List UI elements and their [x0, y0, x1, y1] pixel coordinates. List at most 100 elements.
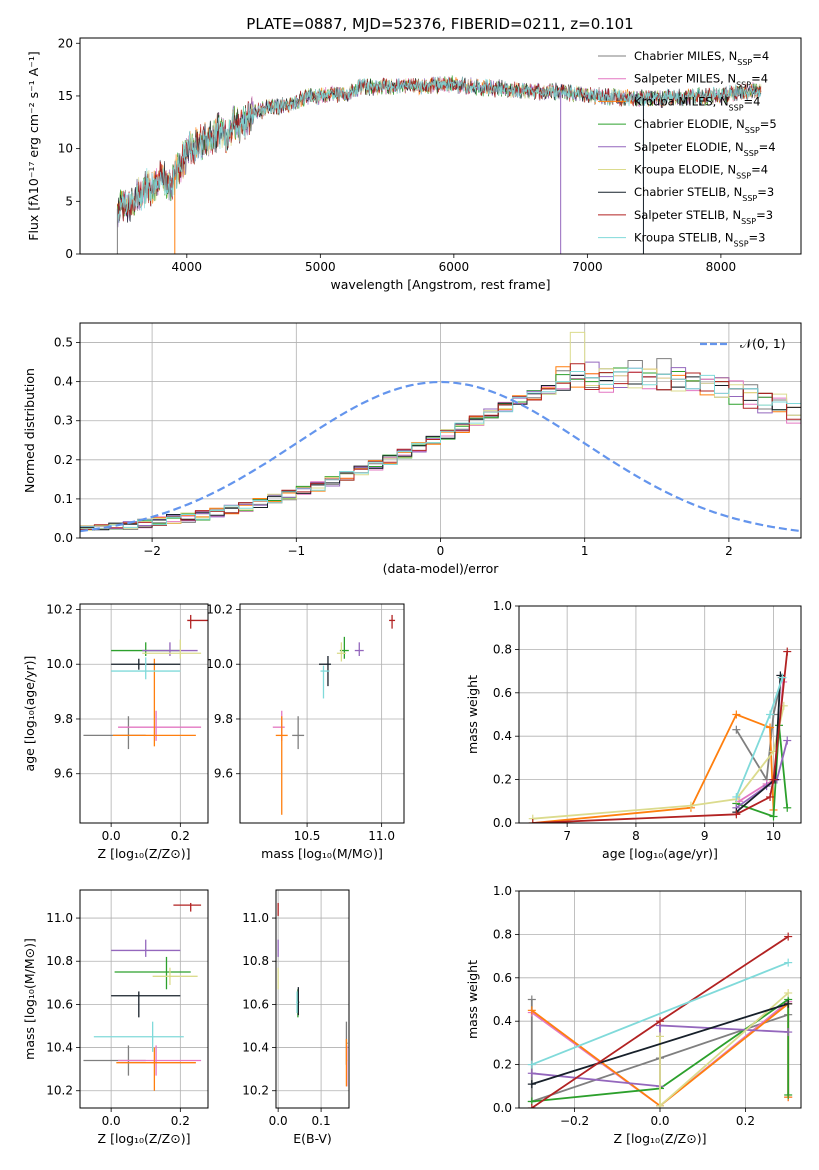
x-tick-label: 0: [437, 544, 445, 558]
y-axis-label: Normed distribution: [22, 368, 37, 493]
x-tick-label: 1: [581, 544, 589, 558]
y-tick-label: 0.0: [54, 531, 73, 545]
x-axis-label: Z [log₁₀(Z/Z⊙)]: [98, 1131, 191, 1146]
y-axis-label: mass [log₁₀(M/M⊙)]: [22, 938, 37, 1060]
legend-label: Salpeter MILES, NSSP=4: [634, 72, 768, 90]
y-tick-label: 5: [65, 194, 73, 208]
panel-weights-vs-z: −0.2 0.0 0.2 0.0 0.2 0.4 0.6 0.8 1.0 Z [log₁₀(Z/Z…: [465, 884, 802, 1146]
legend-label: Chabrier MILES, NSSP=4: [634, 49, 769, 67]
spectrum-line: [117, 76, 762, 223]
plot-area: [80, 331, 801, 533]
x-tick-label: 0.2: [171, 829, 190, 843]
histogram-series: [80, 367, 801, 529]
y-tick-label: 0.0: [493, 1101, 512, 1115]
x-tick-label: 0.2: [171, 1114, 190, 1128]
legend-label: Kroupa STELIB, NSSP=3: [634, 231, 765, 249]
y-tick-label: 0.4: [493, 1014, 512, 1028]
x-axis-label: Z [log₁₀(Z/Z⊙)]: [614, 1131, 707, 1146]
y-tick-label: 9.8: [54, 712, 73, 726]
legend: Chabrier MILES, NSSP=4 Salpeter MILES, NS…: [598, 49, 777, 248]
histogram-series: [80, 363, 801, 530]
y-tick-label: 9.8: [214, 712, 233, 726]
axes-frame: [79, 322, 802, 539]
axes-frame: [518, 890, 802, 1109]
y-tick-label: 10.0: [46, 657, 73, 671]
x-axis-label: mass [log₁₀(M/M⊙)]: [261, 846, 383, 861]
y-tick-label: 10.4: [46, 1041, 73, 1055]
axes-frame: [79, 37, 802, 255]
histogram-series: [80, 366, 801, 530]
panel-mass-vs-ebv: 0.0 0.1 10.2 10.4 10.6 10.8 11.0 E(B-V): [242, 889, 350, 1146]
x-tick-label: 0.0: [102, 829, 121, 843]
x-tick-label: 9: [701, 829, 709, 843]
panel-age-vs-mass: 10.5 11.0 9.6 9.8 10.0 10.2 mass [log₁₀(M/M⊙)]: [206, 602, 405, 861]
y-tick-label: 9.6: [54, 767, 73, 781]
y-tick-label: 0.6: [493, 971, 512, 985]
x-tick-label: 6000: [439, 260, 470, 274]
y-tick-label: 10.2: [242, 1084, 269, 1098]
plot-area: [272, 614, 396, 815]
y-tick-label: 0.1: [54, 492, 73, 506]
panel-mass-vs-z: 0.0 0.2 10.2 10.4 10.6 10.8 11.0 Z [log₁₀(Z/Z⊙)…: [22, 889, 209, 1146]
y-tick-label: 10.2: [46, 602, 73, 616]
panel-spectrum: 4000 5000 6000 7000 8000 0 5 10 15 20 wavelength […: [26, 36, 802, 292]
y-tick-label: 0.2: [493, 1058, 512, 1072]
axes-frame: [79, 603, 209, 824]
plot-area: [277, 902, 348, 1087]
legend-label: 𝒩(0, 1): [740, 336, 786, 351]
axes-frame: [275, 889, 350, 1109]
y-tick-label: 0.0: [493, 816, 512, 830]
x-tick-label: 4000: [172, 260, 203, 274]
y-tick-label: 0.2: [54, 453, 73, 467]
y-tick-label: 10.0: [206, 657, 233, 671]
y-tick-label: 11.0: [46, 911, 73, 925]
x-tick-label: 0.0: [269, 1114, 288, 1128]
x-tick-label: 8: [632, 829, 640, 843]
plot-area: [116, 75, 762, 254]
x-tick-label: 11.0: [368, 829, 395, 843]
plot-area: [527, 932, 793, 1108]
y-axis-label: age [log₁₀(age/yr)]: [22, 656, 37, 772]
axes-frame: [239, 603, 405, 824]
x-tick-label: 0.0: [650, 1114, 669, 1128]
axes-frame: [518, 605, 802, 824]
y-tick-label: 0.5: [54, 336, 73, 350]
x-axis-label: E(B-V): [293, 1131, 332, 1146]
plot-area: [528, 647, 792, 823]
legend-label: Salpeter ELODIE, NSSP=4: [634, 140, 776, 158]
histogram-series: [80, 371, 801, 531]
panel-residuals: −2 −1 0 1 2 0.0 0.1 0.2 0.3 0.4 0.5 (data-model)/er…: [22, 322, 802, 576]
y-tick-label: 15: [58, 89, 73, 103]
x-tick-label: −2: [143, 544, 161, 558]
y-tick-label: 10: [58, 142, 73, 156]
panel-age-vs-z: 0.0 0.2 9.6 9.8 10.0 10.2 Z [log₁₀(Z/Z⊙)] age […: [22, 602, 209, 861]
weight-series-line: [531, 961, 789, 1066]
x-tick-label: 8000: [706, 260, 737, 274]
y-axis-label: Flux [fλ10⁻¹⁷ erg cm⁻² s⁻¹ A⁻¹]: [26, 51, 41, 240]
legend-label: Chabrier STELIB, NSSP=3: [634, 185, 774, 203]
y-axis-label: mass weight: [465, 960, 480, 1039]
plot-area: [83, 614, 208, 750]
y-axis-label: mass weight: [465, 675, 480, 754]
histogram-series: [80, 367, 801, 530]
weight-series-line: [531, 997, 790, 1103]
y-tick-label: 9.6: [214, 767, 233, 781]
x-tick-label: 0.0: [102, 1114, 121, 1128]
x-tick-label: 7: [563, 829, 571, 843]
y-tick-label: 0.8: [493, 642, 512, 656]
x-tick-label: 2: [725, 544, 733, 558]
x-tick-label: −1: [287, 544, 305, 558]
histogram-series: [80, 371, 801, 531]
axes-frame: [79, 889, 209, 1109]
x-tick-label: 10: [766, 829, 781, 843]
x-axis-label: age [log₁₀(age/yr)]: [602, 846, 718, 861]
y-tick-label: 10.8: [242, 954, 269, 968]
y-tick-label: 0.4: [493, 729, 512, 743]
x-tick-label: 7000: [572, 260, 603, 274]
x-tick-label: 0.1: [312, 1114, 331, 1128]
gaussian-reference-curve: [80, 380, 801, 533]
x-tick-label: 0.2: [736, 1114, 755, 1128]
x-axis-label: (data-model)/error: [383, 561, 500, 576]
